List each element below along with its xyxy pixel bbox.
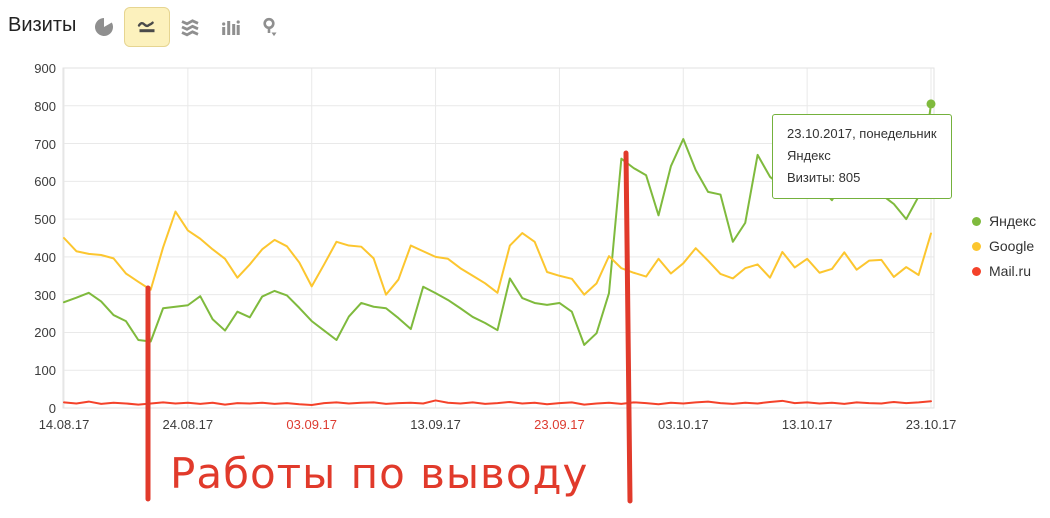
legend-item-google[interactable]: Google [972,238,1036,254]
y-tick-label: 300 [34,287,56,303]
y-tick-label: 400 [34,249,56,265]
x-tick-label: 13.10.17 [781,417,833,432]
x-tick-label: 23.10.17 [905,417,957,432]
legend-label: Google [989,238,1035,254]
legend-label: Яндекс [989,213,1037,229]
mailru-dot-icon [972,266,981,276]
legend-item-mailru[interactable]: Mail.ru [972,263,1036,279]
x-tick-label: 03.09.17 [286,417,338,432]
stacked-area-icon [178,15,202,39]
pie-chart-button[interactable] [84,7,124,47]
pie-chart-icon [92,15,116,39]
y-tick-label: 700 [34,136,56,152]
google-dot-icon [972,241,981,251]
y-tick-label: 600 [34,174,56,190]
handwritten-annotation: Работы по выводу [170,449,589,498]
chart-legend: Яндекс Google Mail.ru [972,213,1036,288]
line-chart-button[interactable] [124,7,170,47]
metric-title: Визиты [8,14,77,36]
chart-header: Визиты [0,0,1050,54]
chart-tooltip: 23.10.2017, понедельник Яндекс Визиты: 8… [772,114,952,199]
bar-chart-icon [218,15,242,39]
y-tick-label: 900 [34,61,56,76]
tooltip-series: Яндекс [787,148,831,163]
y-tick-label: 200 [34,325,56,341]
map-pin-button[interactable] [250,7,290,47]
y-tick-label: 800 [34,98,56,114]
stacked-area-button[interactable] [170,7,210,47]
y-tick-label: 100 [34,363,56,379]
x-tick-label: 24.08.17 [162,417,214,432]
y-tick-label: 500 [34,212,56,228]
legend-item-yandex[interactable]: Яндекс [972,213,1036,229]
tooltip-value: Визиты: 805 [787,170,861,185]
map-pin-icon [258,15,282,39]
y-tick-label: 0 [48,401,56,416]
tooltip-date: 23.10.2017, понедельник [787,126,937,141]
chart-type-toolbar [84,7,290,47]
x-tick-label: 14.08.17 [38,417,90,432]
x-tick-label: 03.10.17 [657,417,709,432]
line-chart-icon [135,15,159,39]
legend-label: Mail.ru [989,263,1032,279]
x-tick-label: 13.09.17 [410,417,461,432]
yandex-dot-icon [972,216,981,226]
bar-chart-button[interactable] [210,7,250,47]
x-tick-label: 23.09.17 [534,417,585,432]
